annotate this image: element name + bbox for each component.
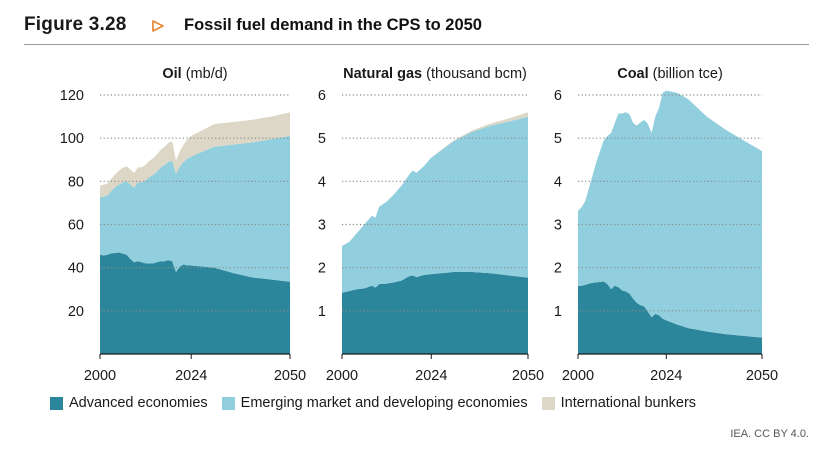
legend-swatch-bunkers	[541, 396, 555, 410]
legend-label-bunkers: International bunkers	[560, 395, 697, 411]
natural-gas-area-advanced	[342, 271, 528, 354]
legend-item-emerging: Emerging market and developing economies	[221, 395, 528, 411]
legend-label-advanced: Advanced economies	[69, 395, 208, 411]
chart-area: 20 40 60 80 100 120 2000 2024 2050 Oil (mb/d) 1 2 3 4…	[60, 66, 778, 384]
natural-gas-ytick-label-5: 5	[318, 131, 326, 147]
coal-ytick-label-3: 3	[554, 218, 562, 234]
coal-xtick-label-2050: 2050	[746, 368, 778, 384]
coal-ytick-label-6: 6	[554, 88, 562, 104]
legend: Advanced economies Emerging market and de…	[50, 393, 710, 413]
oil-xtick-label-2000: 2000	[84, 368, 116, 384]
natural-gas-ytick-label-6: 6	[318, 88, 326, 104]
figure-header: Figure 3.28 Fossil fuel demand in the CP…	[24, 14, 809, 45]
legend-swatch-emerging	[221, 396, 235, 410]
source-note: IEA. CC BY 4.0.	[730, 428, 809, 440]
oil-ytick-label-120: 120	[60, 88, 84, 104]
legend-label-emerging: Emerging market and developing economies	[240, 395, 528, 411]
legend-swatch-advanced	[50, 396, 63, 410]
coal-area-emerging	[578, 90, 762, 338]
coal-xtick-label-2000: 2000	[562, 368, 594, 384]
coal-panel-title: Coal (billion tce)	[617, 66, 723, 82]
coal-ytick-label-4: 4	[554, 174, 562, 190]
figure-number: Figure 3.28	[24, 14, 127, 35]
natural-gas-ytick-label-2: 2	[318, 261, 326, 277]
oil-ytick-label-100: 100	[60, 131, 84, 147]
oil-xtick-label-2024: 2024	[175, 368, 207, 384]
coal-area-advanced	[578, 281, 762, 354]
oil-ytick-label-60: 60	[68, 218, 84, 234]
natural-gas-ytick-label-4: 4	[318, 174, 326, 190]
oil-area-bunkers	[100, 112, 290, 198]
natural-gas-ytick-label-3: 3	[318, 218, 326, 234]
natural-gas-panel-title: Natural gas (thousand bcm)	[343, 66, 527, 82]
natural-gas-xtick-label-2000: 2000	[326, 368, 358, 384]
legend-item-bunkers: International bunkers	[541, 395, 697, 411]
oil-ytick-label-80: 80	[68, 174, 84, 190]
oil-ytick-label-40: 40	[68, 261, 84, 277]
natural-gas-area-emerging	[342, 116, 528, 293]
natural-gas-xtick-label-2050: 2050	[512, 368, 544, 384]
oil-area-emerging	[100, 136, 290, 282]
oil-ytick-label-20: 20	[68, 304, 84, 320]
oil-xtick-label-2050: 2050	[274, 368, 306, 384]
natural-gas-ytick-label-1: 1	[318, 304, 326, 320]
oil-panel-title: Oil (mb/d)	[162, 66, 227, 82]
natural-gas-xtick-label-2024: 2024	[415, 368, 447, 384]
coal-ytick-label-1: 1	[554, 304, 562, 320]
triangle-arrow-icon	[152, 20, 164, 32]
coal-ytick-label-2: 2	[554, 261, 562, 277]
figure-title: Fossil fuel demand in the CPS to 2050	[184, 16, 482, 34]
coal-ytick-label-5: 5	[554, 131, 562, 147]
coal-xtick-label-2024: 2024	[650, 368, 682, 384]
legend-item-advanced: Advanced economies	[50, 395, 208, 411]
oil-area-advanced	[100, 252, 290, 354]
